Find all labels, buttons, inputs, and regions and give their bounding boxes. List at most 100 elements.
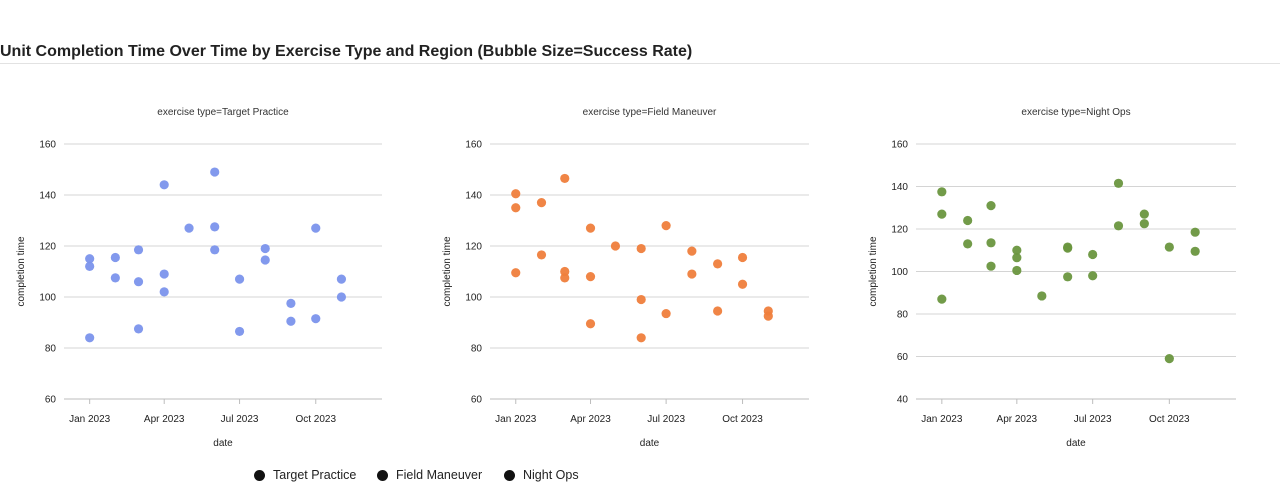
data-point bbox=[1063, 272, 1073, 282]
y-tick-label: 160 bbox=[891, 140, 908, 151]
x-tick-label: Apr 2023 bbox=[997, 414, 1038, 425]
data-point bbox=[110, 252, 120, 263]
legend-item-night-ops[interactable]: Night Ops bbox=[504, 466, 579, 484]
y-axis-label: completion time bbox=[16, 236, 27, 306]
data-point bbox=[963, 215, 973, 226]
data-point bbox=[1012, 245, 1022, 255]
data-point bbox=[536, 250, 547, 260]
data-point bbox=[737, 279, 748, 289]
x-tick-label: Jul 2023 bbox=[221, 414, 259, 425]
data-point bbox=[585, 272, 596, 282]
data-point bbox=[511, 203, 521, 213]
data-point bbox=[260, 255, 270, 265]
data-point bbox=[1139, 219, 1149, 229]
data-point bbox=[737, 252, 748, 263]
y-tick-label: 100 bbox=[891, 267, 908, 278]
data-point bbox=[159, 269, 169, 279]
y-tick-label: 140 bbox=[465, 191, 482, 202]
page-title: Unit Completion Time Over Time by Exerci… bbox=[0, 43, 693, 60]
data-point bbox=[85, 254, 95, 264]
subplot-3: exercise type=Night Ops 40 60 80 100 120 140 16… bbox=[868, 107, 1236, 449]
data-point bbox=[937, 209, 947, 219]
x-tick-label: Oct 2023 bbox=[1149, 414, 1190, 425]
y-tick-label: 140 bbox=[39, 191, 56, 202]
title-bar: Unit Completion Time Over Time by Exerci… bbox=[0, 0, 1280, 64]
data-point bbox=[511, 189, 521, 199]
x-tick-label: Oct 2023 bbox=[722, 414, 763, 425]
data-point bbox=[1012, 265, 1022, 276]
data-point bbox=[661, 221, 671, 231]
legend-marker-icon bbox=[504, 469, 515, 481]
legend-item-target-practice[interactable]: Target Practice bbox=[254, 466, 356, 484]
data-point bbox=[636, 333, 646, 343]
data-point bbox=[1139, 209, 1149, 219]
subplot-title: exercise type=Target Practice bbox=[157, 107, 289, 118]
data-point bbox=[260, 243, 270, 254]
data-point bbox=[986, 201, 996, 211]
data-point bbox=[963, 239, 973, 249]
y-tick-label: 40 bbox=[897, 395, 909, 406]
legend-item-field-maneuver[interactable]: Field Maneuver bbox=[377, 466, 482, 484]
legend-label: Field Maneuver bbox=[396, 468, 483, 482]
x-tick-label: Jan 2023 bbox=[69, 414, 111, 425]
data-point bbox=[234, 326, 245, 337]
data-point bbox=[133, 277, 144, 287]
data-point bbox=[687, 269, 697, 279]
data-point bbox=[85, 333, 95, 343]
data-point bbox=[159, 287, 169, 297]
legend: Target Practice Field Maneuver Night Ops bbox=[0, 466, 840, 484]
data-point bbox=[636, 243, 646, 254]
data-point bbox=[511, 268, 521, 278]
data-point bbox=[1012, 253, 1022, 263]
data-point bbox=[210, 167, 220, 177]
data-point bbox=[713, 259, 723, 269]
subplot-title: exercise type=Field Maneuver bbox=[583, 107, 717, 118]
y-tick-label: 140 bbox=[891, 182, 908, 193]
y-tick-label: 120 bbox=[465, 242, 482, 253]
data-point bbox=[286, 316, 296, 326]
y-tick-label: 80 bbox=[471, 344, 483, 355]
y-tick-label: 60 bbox=[897, 352, 909, 363]
data-point bbox=[937, 294, 947, 304]
data-point bbox=[763, 311, 773, 321]
legend-label: Night Ops bbox=[523, 468, 579, 482]
x-tick-label: Jul 2023 bbox=[647, 414, 685, 425]
data-point bbox=[687, 246, 697, 256]
data-point bbox=[1164, 354, 1174, 364]
y-tick-label: 100 bbox=[39, 293, 56, 304]
data-point bbox=[110, 273, 120, 283]
data-point bbox=[1088, 271, 1098, 281]
data-point bbox=[1063, 242, 1073, 252]
y-tick-label: 80 bbox=[897, 310, 909, 321]
data-point bbox=[336, 274, 347, 284]
y-tick-label: 60 bbox=[45, 395, 57, 406]
x-tick-label: Apr 2023 bbox=[570, 414, 611, 425]
data-point bbox=[986, 238, 996, 248]
chart-area: exercise type=Target Practice 60 80 100 120 1… bbox=[16, 107, 1236, 449]
data-point bbox=[636, 294, 646, 305]
data-point bbox=[1190, 227, 1200, 237]
data-point bbox=[311, 223, 321, 233]
data-point bbox=[85, 261, 95, 271]
data-point bbox=[585, 319, 596, 329]
y-axis-label: completion time bbox=[442, 236, 453, 306]
legend-marker-icon bbox=[254, 469, 265, 481]
data-point bbox=[560, 173, 570, 184]
subplot-2: exercise type=Field Maneuver 60 80 100 120 14… bbox=[442, 107, 809, 449]
y-axis-label: completion time bbox=[868, 236, 879, 306]
data-point bbox=[1113, 178, 1124, 188]
data-point bbox=[560, 273, 570, 283]
data-point bbox=[234, 274, 245, 284]
data-point bbox=[536, 198, 547, 208]
y-tick-label: 120 bbox=[891, 225, 908, 236]
data-point bbox=[1164, 242, 1174, 252]
x-tick-label: Jul 2023 bbox=[1074, 414, 1112, 425]
y-tick-label: 80 bbox=[45, 344, 57, 355]
y-tick-label: 160 bbox=[465, 140, 482, 151]
data-point bbox=[311, 314, 321, 324]
data-point bbox=[210, 222, 220, 232]
y-tick-label: 100 bbox=[465, 293, 482, 304]
y-tick-label: 120 bbox=[39, 242, 56, 253]
data-point bbox=[1113, 221, 1124, 231]
y-tick-label: 60 bbox=[471, 395, 483, 406]
